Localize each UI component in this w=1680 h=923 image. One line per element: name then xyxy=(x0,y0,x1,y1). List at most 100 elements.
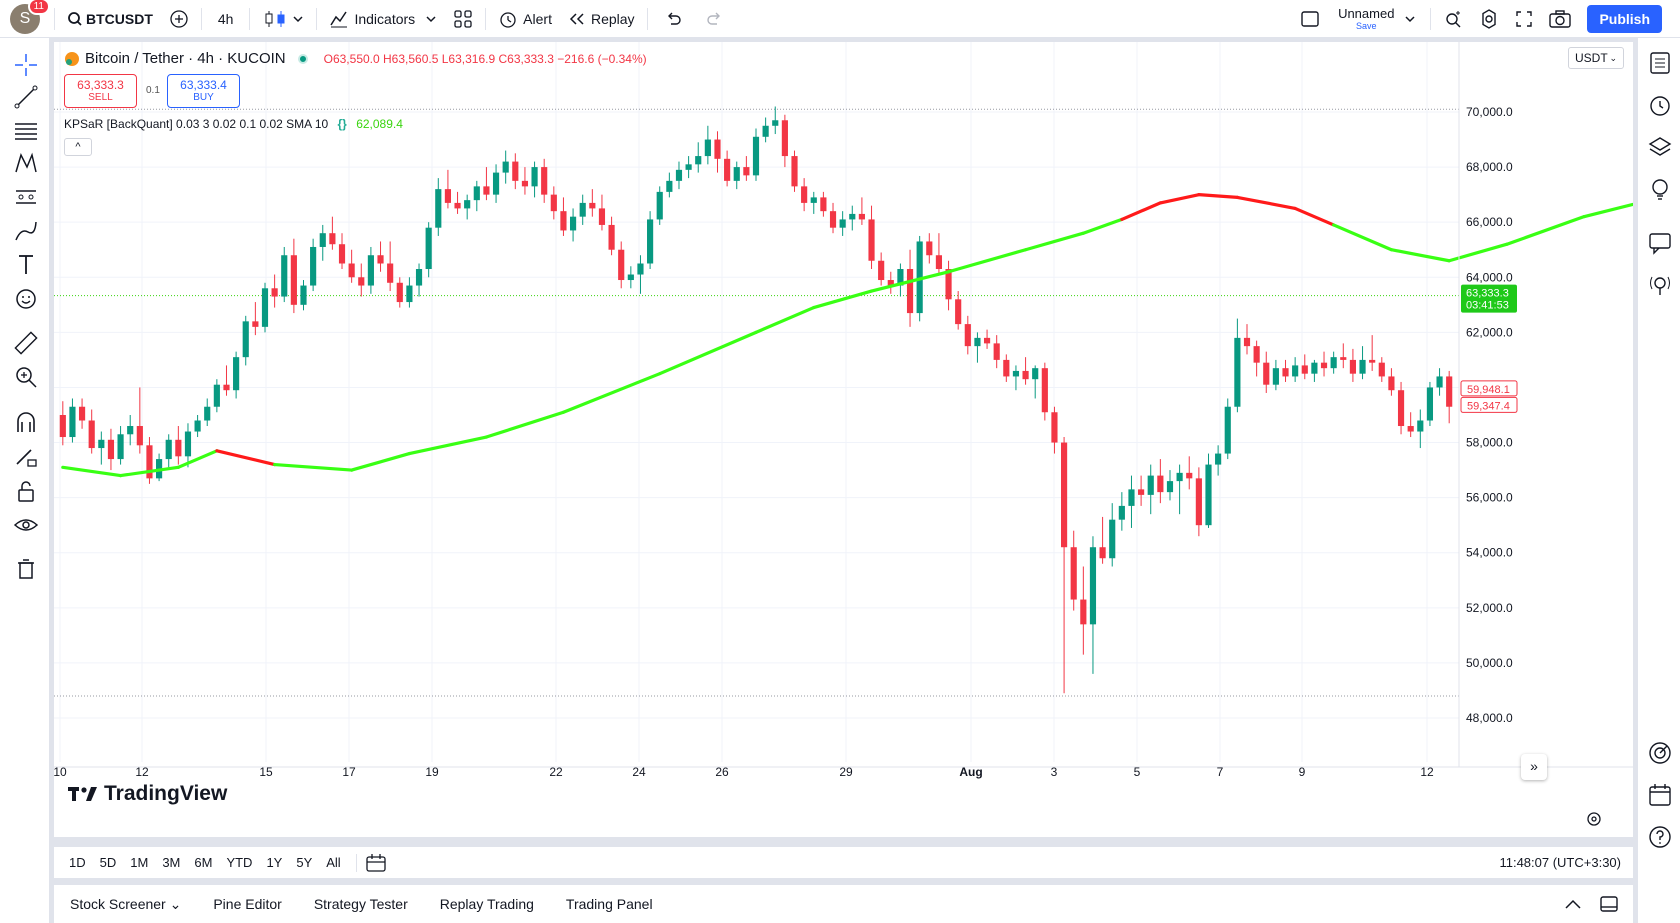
candle-down xyxy=(338,244,346,264)
brush-icon[interactable] xyxy=(13,218,39,244)
tab-stock-screener[interactable]: Stock Screener ⌄ xyxy=(70,895,182,912)
range-buttons: 1D 5D 1M 3M 6M YTD 1Y 5Y All xyxy=(62,855,348,870)
candle-down xyxy=(724,158,731,181)
templates-button[interactable] xyxy=(445,0,481,38)
streams-icon[interactable] xyxy=(1647,272,1673,298)
scroll-to-realtime-button[interactable]: » xyxy=(1521,754,1547,780)
time-tick-label: 7 xyxy=(1217,765,1224,779)
range-3m[interactable]: 3M xyxy=(162,855,181,870)
zoom-in-icon[interactable] xyxy=(13,364,39,390)
range-5y[interactable]: 5Y xyxy=(296,855,313,870)
range-ytd[interactable]: YTD xyxy=(226,855,253,870)
currency-label: USDT xyxy=(1575,51,1608,65)
chart-type-button[interactable] xyxy=(254,0,312,38)
help-icon[interactable] xyxy=(1647,824,1673,850)
emoji-icon[interactable] xyxy=(13,286,39,312)
settings-button[interactable] xyxy=(1471,0,1507,38)
candle-down xyxy=(1041,368,1048,413)
publish-button[interactable]: Publish xyxy=(1587,4,1662,33)
maximize-panel-icon[interactable] xyxy=(1599,895,1619,913)
goto-date-icon[interactable] xyxy=(365,853,387,873)
tab-strategy-tester[interactable]: Strategy Tester xyxy=(313,895,408,912)
indicator-settings-icon[interactable]: {} xyxy=(337,117,347,131)
interval-button[interactable]: 4h xyxy=(217,10,234,27)
currency-select[interactable]: USDT ⌄ xyxy=(1568,47,1624,69)
calendar-icon[interactable] xyxy=(1647,782,1673,808)
price-tag-red-value: 59,948.1 xyxy=(1467,384,1510,396)
time-tick-label: 5 xyxy=(1134,765,1141,779)
symbol-search-button[interactable]: BTCUSDT xyxy=(59,0,161,38)
undo-button[interactable] xyxy=(652,0,694,38)
candle-down xyxy=(329,233,336,245)
redo-button[interactable] xyxy=(694,0,736,38)
range-5d[interactable]: 5D xyxy=(99,855,117,870)
lock-icon[interactable] xyxy=(13,478,39,504)
bottom-panel-tabs: Stock Screener ⌄ Pine Editor Strategy Test… xyxy=(54,885,1633,923)
candle-up xyxy=(310,246,317,286)
sell-button[interactable]: 63,333.3 SELL xyxy=(64,74,137,108)
user-avatar[interactable]: S 11 xyxy=(10,0,50,34)
pattern-icon[interactable] xyxy=(13,150,39,176)
alert-button[interactable]: Alert xyxy=(490,0,560,38)
crosshair-icon[interactable] xyxy=(13,52,39,78)
buy-button[interactable]: 63,333.4 BUY xyxy=(167,74,240,108)
range-1d[interactable]: 1D xyxy=(69,855,86,870)
price-tick-label: 48,000.0 xyxy=(1466,711,1513,725)
prediction-icon[interactable] xyxy=(13,184,39,210)
fullscreen-button[interactable] xyxy=(1507,0,1541,38)
tradingview-logo[interactable]: TradingView xyxy=(68,782,227,806)
quick-search-button[interactable] xyxy=(1435,0,1471,38)
ruler-icon[interactable] xyxy=(13,330,39,356)
target-icon[interactable] xyxy=(1647,740,1673,766)
indicators-button[interactable]: Indicators xyxy=(321,0,445,38)
range-1y[interactable]: 1Y xyxy=(266,855,283,870)
text-icon[interactable] xyxy=(13,252,39,278)
clock-timezone[interactable]: 11:48:07 (UTC+3:30) xyxy=(1499,855,1621,870)
candle-down xyxy=(1099,547,1106,559)
trash-icon[interactable] xyxy=(13,556,39,582)
candle-up xyxy=(916,241,923,314)
pencil-lock-icon[interactable] xyxy=(13,444,39,470)
tab-trading-panel[interactable]: Trading Panel xyxy=(565,895,653,912)
range-1m[interactable]: 1M xyxy=(130,855,149,870)
candle-up xyxy=(656,191,663,220)
candle-up xyxy=(647,219,654,264)
range-6m[interactable]: 6M xyxy=(194,855,213,870)
tab-replay-trading[interactable]: Replay Trading xyxy=(439,895,534,912)
candle-up xyxy=(406,285,413,303)
collapse-legend-button[interactable]: ^ xyxy=(64,138,92,156)
replay-button[interactable]: Replay xyxy=(560,0,643,38)
compare-symbol-button[interactable] xyxy=(161,0,197,38)
chart-pane[interactable]: 70,000.0 68,000.0 66,000.0 64,000.0 62,000.0… xyxy=(54,42,1633,837)
ideas-bulb-icon[interactable] xyxy=(1647,176,1673,202)
snapshot-button[interactable] xyxy=(1541,0,1579,38)
candle-up xyxy=(1292,365,1299,377)
watchlist-icon[interactable] xyxy=(1647,50,1673,76)
fib-retracement-icon[interactable] xyxy=(13,118,39,144)
alerts-clock-icon[interactable] xyxy=(1647,92,1673,118)
chevron-down-icon[interactable] xyxy=(1404,14,1416,24)
layout-toggle[interactable] xyxy=(1292,0,1328,38)
divider xyxy=(249,7,251,30)
price-chart[interactable]: 70,000.0 68,000.0 66,000.0 64,000.0 62,000.0… xyxy=(54,42,1633,837)
candle-up xyxy=(627,274,634,281)
candle-down xyxy=(935,255,943,270)
axis-settings-icon[interactable] xyxy=(1585,810,1603,828)
chevron-up-icon[interactable] xyxy=(1563,897,1583,911)
alert-label: Alert xyxy=(523,10,552,27)
candle-up xyxy=(127,426,134,435)
candle-up xyxy=(300,285,307,305)
eye-icon[interactable] xyxy=(13,512,39,538)
range-all[interactable]: All xyxy=(326,855,341,870)
magnet-icon[interactable] xyxy=(13,410,39,436)
layers-icon[interactable] xyxy=(1647,134,1673,160)
symbol-title[interactable]: Bitcoin / Tether · 4h · KUCOIN xyxy=(85,50,286,67)
chat-icon[interactable] xyxy=(1647,230,1673,256)
candle-up xyxy=(415,269,423,286)
candle-up xyxy=(1205,464,1212,526)
layout-name-button[interactable]: Unnamed Save xyxy=(1328,0,1404,38)
trend-line-icon[interactable] xyxy=(13,84,39,110)
indicator-legend[interactable]: KPSaR [BackQuant] 0.03 3 0.02 0.1 0.02 S… xyxy=(64,117,403,131)
search-icon xyxy=(68,11,82,26)
tab-pine-editor[interactable]: Pine Editor xyxy=(213,895,282,912)
